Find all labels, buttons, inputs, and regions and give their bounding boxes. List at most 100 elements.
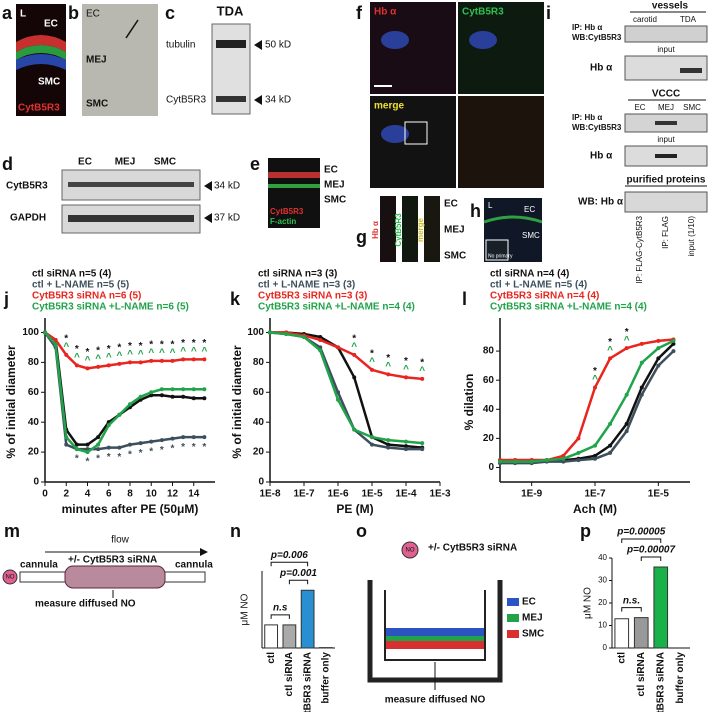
data-point — [117, 361, 122, 366]
data-point — [336, 397, 340, 402]
data-point — [336, 390, 340, 395]
x-tick-label: 1E-4 — [395, 489, 417, 500]
data-point — [128, 442, 132, 447]
arrowhead — [200, 548, 208, 556]
significance-marker: ^ — [351, 342, 357, 353]
data-point — [74, 442, 79, 447]
significance-marker: ^ — [127, 349, 133, 360]
x-tick-label: 1E-6 — [327, 489, 349, 500]
significance-marker: * — [404, 356, 408, 367]
data-point — [544, 458, 549, 463]
significance-marker: * — [192, 442, 196, 453]
y-tick-label: 40 — [28, 417, 40, 428]
data-point — [386, 372, 391, 377]
data-point — [170, 394, 175, 399]
label: CytB5R3 — [6, 181, 48, 192]
image — [458, 96, 544, 188]
panel-letter: a — [2, 3, 13, 23]
significance-marker: * — [181, 442, 185, 453]
data-point — [85, 450, 90, 455]
label: SMC — [683, 103, 701, 112]
y-tick-label: 0 — [488, 462, 494, 473]
label: TDA — [680, 15, 697, 24]
label: WB:CytB5R3 — [572, 123, 622, 132]
data-point — [302, 334, 306, 339]
image — [424, 196, 440, 262]
ec-layer — [386, 628, 484, 636]
data-point — [96, 364, 101, 369]
data-point — [268, 330, 272, 335]
panel-letter: h — [470, 201, 481, 221]
label: SMC — [324, 195, 346, 206]
label: carotid — [633, 15, 657, 24]
y-tick-label: 80 — [28, 357, 40, 368]
label: CytB5R3 — [166, 95, 206, 106]
data-point — [149, 390, 154, 395]
data-point — [96, 447, 101, 452]
panel-letter: k — [230, 289, 241, 309]
y-tick-label: 40 — [253, 417, 265, 428]
significance-marker: ^ — [63, 342, 69, 353]
significance-marker: * — [625, 327, 629, 338]
data-point — [671, 349, 676, 354]
significance-marker: * — [160, 340, 164, 351]
data-point — [53, 342, 58, 347]
significance-marker: * — [149, 446, 153, 457]
data-point — [386, 445, 391, 450]
significance-bracket — [270, 561, 309, 567]
data-point — [149, 439, 154, 444]
data-point — [138, 360, 143, 365]
panel-letter: l — [462, 289, 467, 309]
data-point — [608, 356, 613, 361]
significance-marker: ^ — [74, 352, 80, 363]
bar — [633, 617, 649, 649]
data-point — [420, 376, 425, 381]
label: CytB5R3 — [394, 213, 403, 247]
significance-bracket — [621, 607, 642, 612]
label: SMC — [522, 629, 544, 640]
data-point — [386, 442, 391, 447]
data-point — [352, 427, 357, 432]
data-point — [191, 357, 196, 362]
panel-letter: g — [356, 227, 367, 247]
band — [655, 154, 677, 158]
label: merge — [416, 217, 425, 242]
band — [680, 68, 702, 73]
label: EC — [522, 597, 536, 608]
data-point — [370, 367, 374, 372]
significance-marker: ^ — [106, 352, 112, 363]
y-tick-label: 30 — [598, 576, 607, 585]
data-point — [170, 387, 175, 392]
data-point — [624, 429, 629, 434]
label: 34 kD — [214, 181, 240, 192]
label: SMC — [38, 77, 60, 88]
data-point — [202, 357, 207, 362]
image — [458, 2, 544, 94]
data-point — [170, 358, 175, 363]
label: NO — [6, 575, 15, 581]
series-line — [44, 331, 205, 370]
data-point — [593, 385, 597, 390]
x-tick-label: CytB5R3 siRNA — [655, 652, 666, 712]
legend-entry: CytB5R3 siRNA +L-NAME n=4 (4) — [490, 302, 647, 313]
image — [380, 196, 396, 262]
label: IP: FLAG — [661, 216, 670, 249]
legend-entry: CytB5R3 siRNA n=4 (4) — [490, 291, 599, 302]
bar — [282, 624, 297, 649]
significance-marker: * — [420, 357, 424, 368]
data-point — [170, 436, 175, 441]
bar — [300, 589, 315, 649]
data-point — [624, 421, 629, 426]
significance-marker: * — [107, 452, 111, 463]
data-point — [96, 435, 101, 440]
label: L — [488, 201, 493, 210]
label: GAPDH — [10, 213, 46, 224]
label: Hb α — [374, 7, 397, 18]
significance-marker: * — [352, 334, 356, 345]
label: measure diffused NO — [35, 599, 136, 610]
data-point — [370, 435, 374, 440]
significance-marker: * — [96, 454, 100, 465]
image — [402, 196, 418, 262]
significance-marker: * — [86, 457, 90, 468]
x-tick-label: 12 — [167, 489, 179, 500]
